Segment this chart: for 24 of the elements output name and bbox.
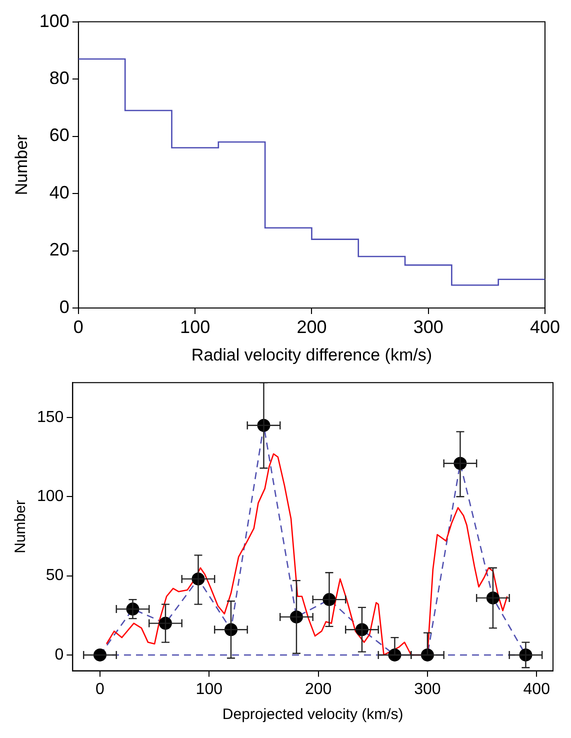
y-tick-label: 80 (49, 68, 70, 88)
x-tick-label: 100 (196, 680, 223, 698)
x-tick-label: 100 (180, 316, 210, 337)
x-tick-label: 200 (296, 316, 327, 337)
y-tick-label: 100 (36, 488, 64, 506)
x-tick-label: 400 (523, 680, 550, 698)
y-tick-label: 40 (49, 182, 70, 202)
y-tick-label: 100 (39, 10, 70, 31)
x-tick-label: 0 (73, 316, 84, 337)
y-tick-label: 150 (36, 408, 64, 426)
y-tick-label: 0 (59, 296, 70, 317)
x-axis-title: Deprojected velocity (km/s) (222, 706, 404, 724)
y-tick-label: 60 (49, 125, 70, 146)
x-tick-label: 300 (414, 680, 441, 698)
y-axis-title: Number (12, 500, 30, 554)
y-tick-label: 50 (46, 567, 64, 584)
x-tick-label: 200 (304, 680, 332, 698)
x-tick-label: 300 (413, 316, 444, 337)
x-tick-label: 400 (530, 316, 560, 337)
y-tick-label: 20 (49, 240, 70, 260)
y-tick-label: 0 (54, 646, 64, 664)
x-axis-title: Radial velocity difference (km/s) (191, 345, 432, 364)
y-axis-title: Number (12, 134, 31, 196)
x-tick-label: 0 (96, 680, 105, 698)
